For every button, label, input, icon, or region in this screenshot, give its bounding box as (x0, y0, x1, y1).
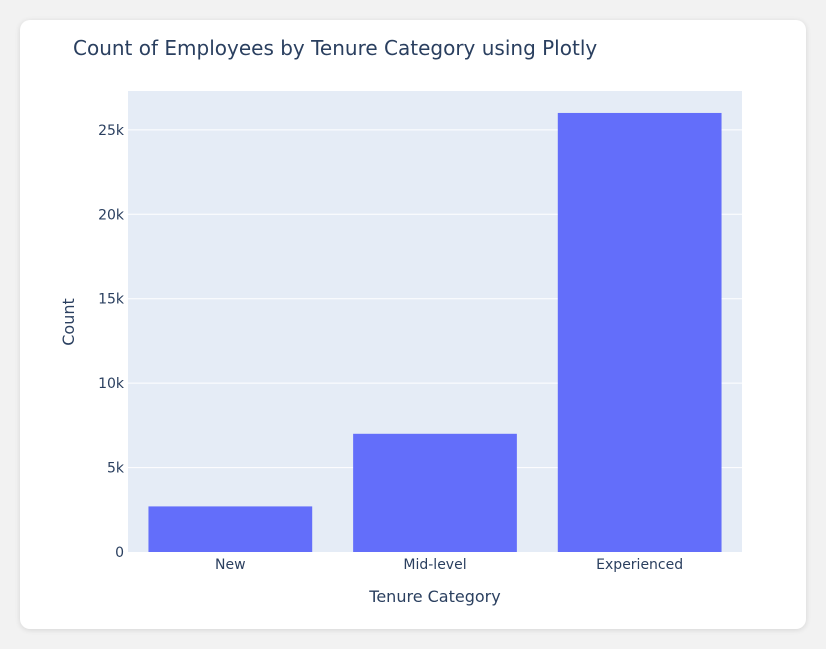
bar-mid-level[interactable] (353, 433, 517, 552)
y-tick-label: 25k (98, 123, 125, 139)
bar-experienced[interactable] (557, 112, 722, 552)
y-axis-title: Count (59, 298, 78, 346)
x-axis-ticks: New Mid-level Experienced (215, 557, 683, 573)
y-tick-label: 10k (98, 376, 125, 392)
y-tick-label: 0 (115, 545, 124, 561)
x-tick-label: Mid-level (403, 557, 466, 573)
bars (148, 112, 722, 552)
y-tick-label: 20k (98, 207, 125, 223)
x-axis-title: Tenure Category (368, 587, 500, 606)
x-tick-label: New (215, 557, 246, 573)
chart-title: Count of Employees by Tenure Category us… (73, 36, 597, 60)
y-axis-ticks: 0 5k 10k 15k 20k 25k (98, 123, 125, 561)
x-tick-label: Experienced (596, 557, 683, 573)
bar-new[interactable] (148, 506, 313, 552)
y-tick-label: 15k (98, 292, 125, 308)
y-tick-label: 5k (107, 461, 125, 477)
